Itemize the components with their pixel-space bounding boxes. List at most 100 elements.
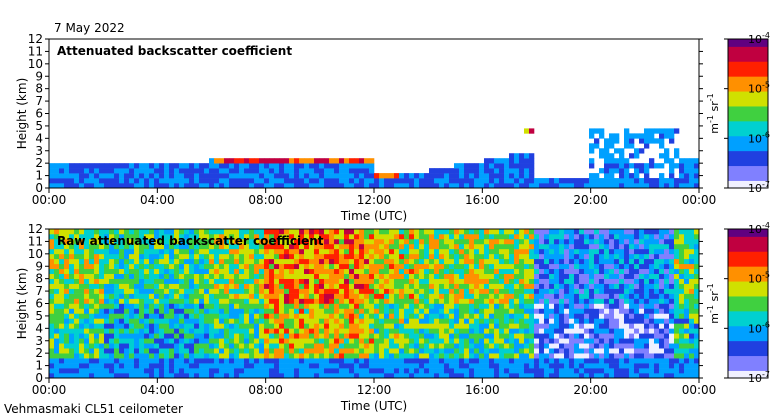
heatmap-cell: [169, 288, 175, 294]
heatmap-cell: [629, 288, 635, 294]
heatmap-cell: [409, 268, 415, 274]
heatmap-cell: [424, 238, 430, 245]
heatmap-cell: [459, 178, 465, 184]
heatmap-cell: [329, 298, 335, 304]
heatmap-cell: [264, 313, 270, 319]
heatmap-cell: [584, 328, 590, 334]
heatmap-cell: [249, 178, 255, 184]
heatmap-cell: [469, 163, 475, 169]
heatmap-cell: [279, 248, 285, 255]
heatmap-cell: [464, 253, 470, 260]
heatmap-cell: [579, 373, 585, 379]
heatmap-cell: [614, 288, 620, 294]
heatmap-cell: [149, 313, 155, 319]
colorbar-step: [728, 158, 768, 162]
heatmap-cell: [554, 183, 560, 189]
heatmap-cell: [184, 373, 190, 379]
heatmap-cell: [479, 298, 485, 304]
heatmap-cell: [189, 358, 195, 364]
heatmap-cell: [54, 229, 60, 235]
heatmap-cell: [279, 353, 285, 359]
heatmap-cell: [324, 233, 330, 240]
heatmap-cell: [69, 283, 75, 289]
heatmap-cell: [674, 358, 680, 364]
heatmap-cell: [369, 168, 375, 174]
heatmap-cell: [594, 293, 600, 299]
heatmap-cell: [514, 333, 520, 339]
heatmap-cell: [609, 328, 615, 334]
heatmap-cell: [299, 353, 305, 359]
heatmap-cell: [479, 358, 485, 364]
colorbar-step: [728, 368, 768, 371]
heatmap-cell: [114, 243, 120, 250]
heatmap-cell: [489, 283, 495, 289]
colorbar-step: [728, 56, 768, 60]
heatmap-cell: [234, 163, 240, 169]
heatmap-cell: [284, 348, 290, 354]
heatmap-cell: [189, 168, 195, 174]
heatmap-cell: [59, 363, 65, 369]
heatmap-cell: [289, 348, 295, 354]
heatmap-cell: [389, 323, 395, 329]
heatmap-cell: [299, 288, 305, 294]
heatmap-cell: [519, 368, 525, 374]
heatmap-cell: [689, 163, 695, 169]
heatmap-cell: [394, 173, 400, 179]
heatmap-cell: [694, 258, 700, 265]
heatmap-cell: [69, 248, 75, 255]
heatmap-cell: [84, 168, 90, 174]
heatmap-cell: [359, 233, 365, 240]
heatmap-cell: [609, 333, 615, 339]
heatmap-cell: [374, 293, 380, 299]
heatmap-cell: [569, 343, 575, 349]
heatmap-cell: [319, 283, 325, 289]
heatmap-cell: [344, 308, 350, 314]
heatmap-cell: [524, 283, 530, 289]
heatmap-cell: [129, 183, 135, 189]
heatmap-cell: [639, 233, 645, 240]
heatmap-cell: [139, 318, 145, 324]
heatmap-cell: [644, 363, 650, 369]
heatmap-cell: [459, 229, 465, 235]
heatmap-cell: [174, 308, 180, 314]
heatmap-cell: [354, 368, 360, 374]
heatmap-cell: [609, 248, 615, 255]
colorbar-step: [728, 303, 768, 307]
heatmap-cell: [599, 268, 605, 274]
heatmap-cell: [294, 353, 300, 359]
heatmap-cell: [444, 238, 450, 245]
heatmap-cell: [454, 278, 460, 284]
colorbar-tick-label: 10-6: [748, 130, 770, 145]
heatmap-cell: [104, 278, 110, 284]
heatmap-cell: [129, 333, 135, 339]
heatmap-cell: [414, 368, 420, 374]
heatmap-cell: [444, 308, 450, 314]
heatmap-cell: [199, 313, 205, 319]
heatmap-cell: [314, 229, 320, 235]
heatmap-cell: [594, 358, 600, 364]
colorbar-step: [728, 278, 768, 282]
heatmap-cell: [189, 368, 195, 374]
heatmap-cell: [169, 263, 175, 270]
heatmap-cell: [629, 138, 635, 144]
heatmap-cell: [639, 303, 645, 309]
heatmap-cell: [374, 268, 380, 274]
heatmap-cell: [374, 333, 380, 339]
heatmap-cell: [319, 328, 325, 334]
heatmap-cell: [149, 178, 155, 184]
heatmap-cell: [89, 318, 95, 324]
heatmap-cell: [679, 323, 685, 329]
heatmap-cell: [544, 178, 550, 184]
heatmap-cell: [169, 328, 175, 334]
heatmap-cell: [664, 283, 670, 289]
heatmap-cell: [204, 278, 210, 284]
heatmap-cell: [54, 303, 60, 309]
heatmap-cell: [619, 233, 625, 240]
heatmap-cell: [384, 348, 390, 354]
heatmap-cell: [204, 273, 210, 279]
heatmap-cell: [114, 293, 120, 299]
heatmap-cell: [174, 263, 180, 270]
heatmap-cell: [364, 328, 370, 334]
heatmap-cell: [59, 233, 65, 240]
heatmap-cell: [319, 373, 325, 379]
